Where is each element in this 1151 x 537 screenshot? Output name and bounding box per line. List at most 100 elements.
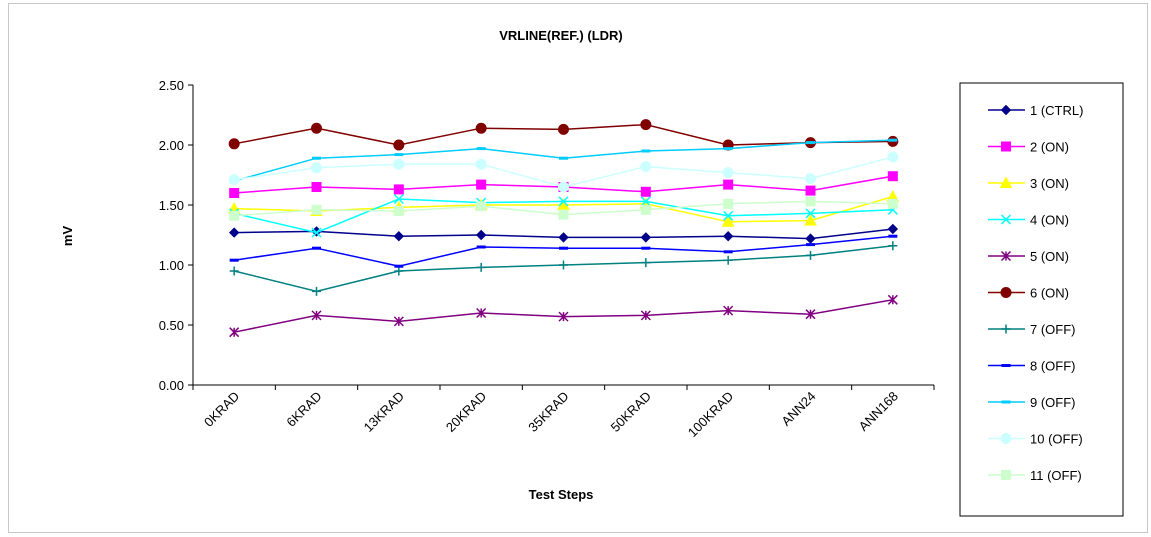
- legend-label: 11 (OFF): [1030, 468, 1082, 483]
- data-point: [228, 227, 240, 238]
- data-point: [229, 188, 240, 198]
- data-point: [475, 122, 487, 134]
- legend-item: 5 (ON): [988, 249, 1069, 264]
- data-point: [999, 176, 1013, 188]
- data-point: [393, 316, 404, 327]
- data-point: [1000, 287, 1012, 298]
- legend-label: 1 (CTRL): [1030, 103, 1083, 118]
- data-point: [312, 246, 321, 250]
- data-point: [229, 327, 240, 338]
- data-point: [559, 246, 568, 250]
- data-point: [394, 266, 404, 276]
- data-point: [722, 230, 734, 242]
- data-point: [640, 310, 651, 321]
- data-point: [723, 198, 734, 209]
- data-point: [476, 147, 486, 151]
- data-point: [558, 181, 569, 193]
- data-point: [1001, 141, 1011, 152]
- legend-box: [959, 82, 1124, 517]
- data-point: [1001, 400, 1011, 404]
- y-axis-label: mV: [60, 226, 75, 247]
- y-tick-label: 2.50: [159, 78, 184, 93]
- data-point: [559, 260, 568, 270]
- data-point: [476, 201, 487, 212]
- series-5: [229, 294, 898, 338]
- data-point: [476, 307, 487, 319]
- data-point: [721, 215, 735, 227]
- data-point: [1000, 104, 1012, 116]
- data-point: [229, 258, 239, 262]
- data-point: [722, 167, 734, 179]
- data-point: [393, 193, 404, 205]
- y-tick-label: 2.00: [159, 138, 184, 153]
- data-point: [806, 250, 815, 260]
- data-point: [1000, 433, 1012, 444]
- data-point: [805, 208, 816, 219]
- legend-label: 7 (OFF): [1030, 322, 1076, 337]
- data-point: [558, 232, 569, 243]
- data-point: [559, 156, 568, 160]
- x-tick-label: 0KRAD: [201, 389, 242, 430]
- data-point: [805, 173, 816, 185]
- data-point: [640, 196, 651, 207]
- data-point: [805, 196, 816, 207]
- x-tick-label: 13KRAD: [361, 389, 407, 435]
- data-point: [393, 139, 405, 151]
- legend-item: 3 (ON): [988, 176, 1069, 191]
- data-point: [229, 210, 240, 221]
- data-point: [887, 151, 899, 163]
- series-6: [228, 119, 899, 151]
- data-point: [393, 184, 404, 195]
- data-point: [805, 309, 816, 320]
- legend-label: 10 (OFF): [1030, 432, 1083, 447]
- data-point: [311, 182, 322, 192]
- data-point: [640, 119, 652, 131]
- data-point: [1001, 470, 1011, 480]
- legend-item: 10 (OFF): [988, 432, 1083, 447]
- data-point: [1000, 214, 1012, 225]
- y-tick-label: 0.00: [159, 378, 184, 393]
- legend-label: 2 (ON): [1030, 140, 1069, 155]
- data-point: [476, 245, 486, 249]
- data-point: [476, 262, 486, 272]
- legend-label: 4 (ON): [1030, 213, 1069, 228]
- x-tick-label: 35KRAD: [525, 389, 571, 435]
- legend-item: 1 (CTRL): [988, 103, 1083, 118]
- data-point: [641, 149, 651, 153]
- legend-item: 6 (ON): [988, 286, 1069, 301]
- legend-item: 4 (ON): [988, 213, 1069, 228]
- data-point: [723, 255, 733, 265]
- data-point: [312, 156, 321, 160]
- data-point: [805, 185, 816, 196]
- data-point: [723, 147, 733, 151]
- data-point: [723, 179, 734, 190]
- legend-item: 8 (OFF): [988, 359, 1076, 374]
- data-point: [311, 162, 322, 174]
- data-point: [393, 158, 405, 170]
- legend-item: 9 (OFF): [988, 395, 1076, 410]
- chart-frame: [8, 3, 1148, 533]
- data-point: [558, 311, 569, 322]
- data-point: [806, 141, 815, 145]
- data-point: [311, 204, 322, 215]
- data-point: [558, 196, 569, 207]
- data-point: [887, 171, 898, 182]
- data-point: [640, 232, 652, 243]
- data-point: [1001, 324, 1011, 334]
- series-11: [229, 196, 898, 221]
- data-point: [723, 250, 733, 254]
- series-line: [233, 139, 893, 182]
- y-tick-label: 1.00: [159, 258, 184, 273]
- x-axis-label: Test Steps: [529, 487, 594, 502]
- data-point: [475, 158, 487, 170]
- data-point: [393, 230, 405, 242]
- data-point: [641, 258, 651, 268]
- data-point: [1001, 364, 1011, 367]
- series-10: [228, 151, 899, 193]
- y-tick-label: 0.50: [159, 318, 184, 333]
- data-point: [805, 233, 816, 244]
- data-point: [723, 210, 734, 221]
- x-tick-label: ANN24: [778, 389, 818, 429]
- data-point: [723, 305, 734, 316]
